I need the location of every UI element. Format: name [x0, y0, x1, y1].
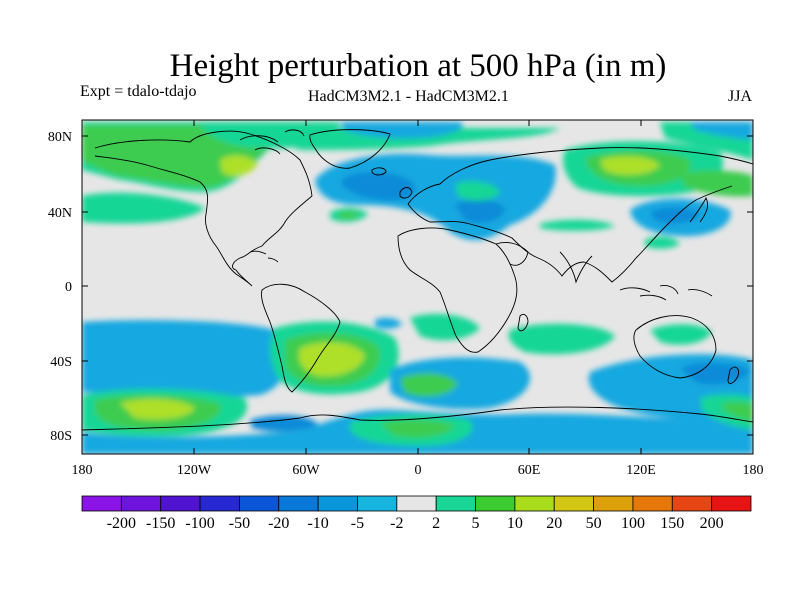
lat-label: 80S: [50, 429, 72, 444]
colorbar-label: -2: [390, 515, 403, 532]
colorbar-label: 10: [507, 515, 523, 532]
anomaly-region: [220, 155, 258, 177]
colorbar-swatch: [671, 495, 713, 512]
lon-labels: 180 120W 60W 0 60E 120E 180: [72, 463, 764, 478]
colorbar-labels: -200 -150 -100 -50 -20 -10 -5 -2 2 5 10 20 50 100 150 2…: [107, 515, 724, 532]
anomaly-region: [82, 192, 205, 224]
colorbar-label: -150: [146, 515, 175, 532]
anomaly-region: [455, 181, 500, 201]
coastlines: [82, 129, 753, 431]
lat-labels: 80N 40N 0 40S 80S: [48, 130, 72, 444]
coastline-africa: [397, 227, 518, 353]
colorbar-swatch: [514, 495, 555, 512]
colorbar-label: 5: [472, 515, 480, 532]
coastline-arctic-islands: [239, 129, 305, 155]
anomaly-region: [508, 323, 615, 355]
anomaly-region: [410, 313, 480, 341]
colorbar-swatch: [317, 495, 358, 512]
anomaly-region: [680, 362, 750, 385]
anomaly-region: [340, 122, 463, 139]
colorbar: [81, 495, 752, 512]
lat-label: 80N: [48, 130, 72, 145]
anomaly-region: [540, 219, 615, 231]
lat-label: 0: [65, 280, 72, 295]
colorbar-swatch: [120, 495, 162, 512]
axis-ticks: [82, 120, 753, 454]
anomaly-region: [600, 156, 660, 175]
lon-label: 120E: [626, 463, 656, 478]
coastline-south-america: [261, 283, 341, 393]
anomaly-region: [298, 342, 365, 377]
colorbar-swatch: [199, 495, 240, 512]
colorbar-swatch: [278, 495, 319, 512]
colorbar-swatch: [160, 495, 201, 512]
lon-label: 60E: [518, 463, 541, 478]
colorbar-swatch: [711, 495, 752, 512]
anomaly-field: [82, 122, 753, 454]
coastline-indonesia: [619, 285, 713, 301]
colorbar-label: -50: [229, 515, 250, 532]
anomaly-region: [455, 199, 505, 223]
anomaly-region: [82, 320, 285, 398]
anomaly-region: [120, 398, 195, 420]
colorbar-swatch: [81, 495, 122, 512]
coastline-uk: [371, 167, 413, 199]
anomaly-region: [250, 415, 318, 432]
colorbar-label: -10: [307, 515, 328, 532]
model-label: HadCM3M2.1 - HadCM3M2.1: [308, 88, 509, 105]
lon-label: 60W: [292, 463, 320, 478]
anomaly-region: [722, 401, 753, 422]
experiment-label: Expt = tdalo-tdajo: [80, 83, 197, 100]
anomaly-region: [270, 128, 560, 150]
lat-label: 40S: [50, 355, 72, 370]
coastline-eurasia: [407, 147, 753, 283]
colorbar-swatch: [435, 495, 476, 512]
anomaly-region: [650, 324, 712, 345]
colorbar-label: 150: [660, 515, 684, 532]
colorbar-swatch: [593, 495, 634, 512]
anomaly-region: [380, 419, 455, 438]
anomaly-region: [400, 373, 458, 397]
coastline-madagascar: [517, 313, 529, 332]
lat-label: 40N: [48, 206, 72, 221]
colorbar-swatch: [396, 495, 437, 512]
colorbar-label: 200: [700, 515, 724, 532]
coastline-caribbean: [249, 250, 279, 263]
colorbar-label: 50: [586, 515, 602, 532]
coastline-australia: [633, 315, 717, 379]
colorbar-label: -5: [351, 515, 364, 532]
anomaly-region: [680, 170, 753, 197]
colorbar-swatch: [357, 495, 398, 512]
coastline-north-america: [94, 130, 313, 287]
colorbar-label: -100: [185, 515, 214, 532]
lon-label: 120W: [177, 463, 212, 478]
coastline-india: [559, 251, 593, 284]
anomaly-region: [338, 211, 360, 220]
colorbar-swatch: [553, 495, 594, 512]
colorbar-label: -20: [268, 515, 289, 532]
anomaly-region: [375, 317, 402, 329]
coastline-greenland: [309, 129, 391, 169]
colorbar-label: 2: [432, 515, 440, 532]
lon-label: 180: [743, 463, 764, 478]
anomaly-region: [340, 172, 415, 201]
coastline-antarctica: [82, 406, 753, 431]
coastline-japan: [689, 196, 709, 223]
colorbar-swatch: [475, 495, 516, 512]
coastline-new-zealand: [727, 366, 739, 384]
lon-label: 180: [72, 463, 93, 478]
colorbar-label: -200: [107, 515, 136, 532]
coastline-arabia: [495, 241, 529, 266]
colorbar-label: 20: [546, 515, 562, 532]
anomaly-region: [650, 207, 700, 224]
colorbar-swatch: [632, 495, 673, 512]
colorbar-swatch: [239, 495, 280, 512]
lon-label: 0: [415, 463, 422, 478]
plot-title: Height perturbation at 500 hPa (in m): [169, 48, 667, 84]
anomaly-region: [690, 122, 753, 140]
colorbar-label: 100: [621, 515, 645, 532]
season-label: JJA: [728, 88, 753, 105]
